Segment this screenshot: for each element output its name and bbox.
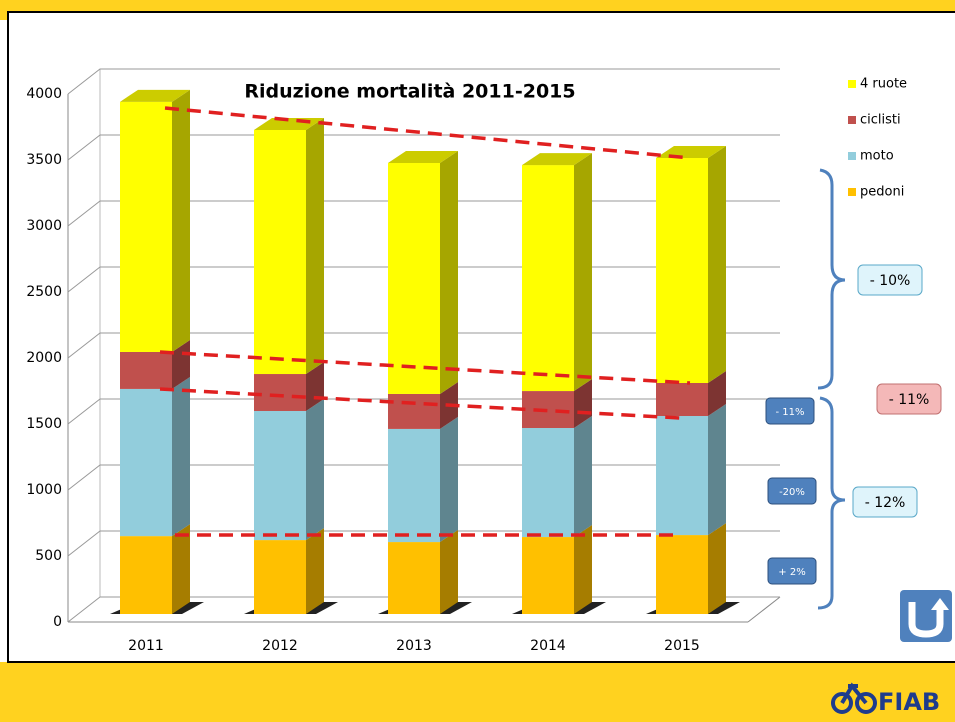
bar-side xyxy=(708,371,726,416)
floor-edge xyxy=(747,596,781,623)
bar xyxy=(254,410,306,541)
grid-line xyxy=(67,134,780,161)
bar xyxy=(388,162,440,394)
bar-side xyxy=(574,379,592,429)
annotations: - 10% - 11% - 12% - 11% -20% + 2% xyxy=(765,264,942,585)
annotation: + 2% xyxy=(778,567,805,578)
trend-lines xyxy=(159,106,691,537)
annotation: - 12% xyxy=(865,495,906,511)
y-tick-label: 1500 xyxy=(26,416,62,432)
annotation: - 11% xyxy=(775,407,804,418)
bar-side xyxy=(574,416,592,538)
bar xyxy=(120,536,172,614)
y-tick-label: 500 xyxy=(35,548,62,564)
legend-swatch xyxy=(848,152,856,160)
bar xyxy=(656,535,708,614)
bar xyxy=(120,351,172,389)
legend-label: 4 ruote xyxy=(860,77,907,92)
x-tick-label: 2013 xyxy=(396,638,432,654)
bar-side xyxy=(574,153,592,392)
bar xyxy=(522,428,574,538)
bar-side xyxy=(172,376,190,537)
bar-side xyxy=(574,525,592,614)
bar xyxy=(656,416,708,536)
annotation: -20% xyxy=(779,487,805,498)
x-tick-label: 2011 xyxy=(128,638,164,654)
annotation: - 11% xyxy=(889,392,930,408)
brackets xyxy=(817,168,846,610)
logo-text: FIAB xyxy=(878,688,940,716)
y-tick-label: 2500 xyxy=(26,284,62,300)
legend-swatch xyxy=(848,80,856,88)
bar xyxy=(388,542,440,614)
bar-side xyxy=(306,528,324,614)
bar-side xyxy=(172,524,190,614)
annotation: - 10% xyxy=(870,273,911,289)
bar xyxy=(522,391,574,429)
bar-side xyxy=(708,404,726,536)
bar-top xyxy=(120,89,190,102)
legend-label: moto xyxy=(860,149,894,164)
legend-swatch xyxy=(848,188,856,196)
bottom-band xyxy=(0,662,955,722)
y-tick-label: 4000 xyxy=(26,86,62,102)
legend-label: ciclisti xyxy=(860,113,901,128)
logo: FIAB xyxy=(831,682,940,716)
bar xyxy=(522,165,574,392)
x-tick-label: 2014 xyxy=(530,638,566,654)
bar-side xyxy=(440,150,458,394)
bar-side xyxy=(440,530,458,614)
bar-top xyxy=(522,153,592,166)
chart-title: Riduzione mortalità 2011-2015 xyxy=(244,81,575,103)
bar-side xyxy=(306,117,324,375)
bar xyxy=(254,374,306,411)
legend-swatch xyxy=(848,116,856,124)
bar xyxy=(120,101,172,352)
bar xyxy=(388,393,440,429)
bar xyxy=(254,129,306,375)
bar-top xyxy=(388,150,458,163)
return-icon[interactable] xyxy=(900,590,952,642)
y-tick-label: 3500 xyxy=(26,152,62,168)
x-tick-label: 2012 xyxy=(262,638,298,654)
y-tick-label: 3000 xyxy=(26,218,62,234)
x-tick-label: 2015 xyxy=(664,638,700,654)
grid-line xyxy=(67,68,780,95)
y-tick-label: 2000 xyxy=(26,350,62,366)
y-tick-label: 0 xyxy=(53,614,62,630)
bar-side xyxy=(172,89,190,352)
bar xyxy=(522,537,574,614)
bar xyxy=(656,157,708,383)
legend-label: pedoni xyxy=(860,185,904,200)
bar-side xyxy=(708,523,726,614)
y-tick-label: 1000 xyxy=(26,482,62,498)
bar-side xyxy=(708,145,726,383)
bar-side xyxy=(306,398,324,541)
bar-side xyxy=(440,416,458,543)
bar xyxy=(120,388,172,537)
chart: 0 500 1000 1500 2000 2500 3000 3500 4000 2011 2012… xyxy=(26,68,907,654)
bar xyxy=(388,428,440,543)
bar xyxy=(656,383,708,416)
bar xyxy=(254,540,306,614)
